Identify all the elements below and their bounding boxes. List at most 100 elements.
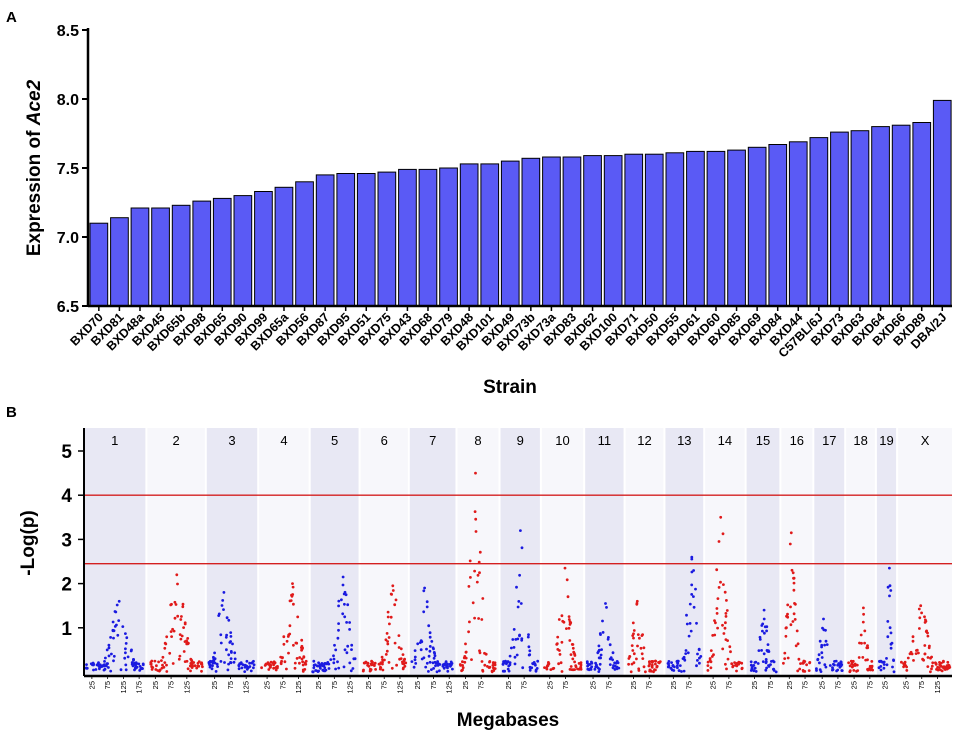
snp-point bbox=[285, 639, 289, 643]
snp-point bbox=[769, 663, 772, 666]
snp-point bbox=[833, 660, 836, 663]
snp-point bbox=[725, 599, 728, 602]
snp-point bbox=[219, 660, 223, 663]
snp-point bbox=[783, 657, 787, 660]
snp-point bbox=[565, 578, 569, 582]
snp-point bbox=[945, 667, 949, 671]
snp-point bbox=[754, 660, 758, 664]
snp-point bbox=[721, 623, 724, 627]
snp-point bbox=[149, 661, 153, 664]
snp-point bbox=[312, 666, 316, 670]
snp-point bbox=[117, 619, 121, 622]
bar bbox=[747, 146, 767, 307]
bar bbox=[89, 222, 109, 307]
bar bbox=[295, 181, 314, 307]
snp-point bbox=[431, 646, 435, 650]
mb-tick-label: 75 bbox=[604, 681, 613, 689]
mb-tick-label: 25 bbox=[413, 681, 422, 689]
snp-point bbox=[929, 656, 932, 660]
mb-tick-label: 125 bbox=[346, 681, 355, 694]
chromosome-label: 6 bbox=[381, 433, 388, 448]
snp-point bbox=[343, 590, 347, 594]
snp-point bbox=[345, 651, 349, 655]
snp-point bbox=[134, 663, 137, 667]
snp-point bbox=[178, 633, 182, 636]
snp-point bbox=[200, 669, 203, 673]
snp-point bbox=[386, 640, 389, 643]
snp-point bbox=[378, 667, 382, 671]
snp-point bbox=[870, 664, 874, 668]
snp-point bbox=[168, 651, 172, 655]
snp-point bbox=[586, 664, 589, 668]
bar bbox=[377, 171, 397, 307]
snp-point bbox=[594, 663, 598, 667]
snp-point bbox=[641, 633, 644, 636]
snp-point bbox=[102, 668, 106, 672]
snp-point bbox=[921, 657, 924, 661]
snp-point bbox=[117, 599, 121, 603]
snp-point bbox=[105, 648, 109, 652]
snp-point bbox=[920, 611, 923, 615]
snp-point bbox=[685, 613, 688, 617]
snp-point bbox=[504, 659, 507, 663]
snp-point bbox=[817, 653, 821, 657]
snp-point bbox=[796, 642, 800, 646]
snp-point bbox=[315, 664, 319, 668]
snp-point bbox=[291, 582, 294, 585]
snp-point bbox=[107, 643, 111, 647]
snp-point bbox=[631, 621, 635, 625]
snp-point bbox=[329, 658, 333, 661]
snp-point bbox=[282, 635, 286, 639]
snp-point bbox=[337, 599, 341, 603]
snp-point bbox=[847, 661, 850, 665]
snp-point bbox=[560, 640, 564, 644]
mb-tick-label: 25 bbox=[629, 681, 638, 689]
chromosome-band bbox=[665, 428, 704, 676]
snp-point bbox=[163, 646, 167, 650]
snp-point bbox=[879, 659, 883, 663]
snp-point bbox=[178, 654, 182, 658]
y-tick-label: 2 bbox=[61, 575, 72, 596]
snp-point bbox=[648, 669, 652, 673]
chromosome-band bbox=[541, 428, 584, 676]
snp-point bbox=[917, 651, 920, 655]
snp-point bbox=[289, 599, 293, 602]
snp-point bbox=[725, 609, 729, 612]
snp-point bbox=[389, 615, 393, 619]
snp-point bbox=[300, 638, 304, 642]
snp-point bbox=[888, 594, 891, 598]
snp-point bbox=[219, 641, 223, 645]
snp-point bbox=[597, 670, 601, 673]
bar bbox=[500, 160, 520, 307]
snp-point bbox=[850, 665, 854, 669]
snp-point bbox=[767, 665, 771, 668]
snp-point bbox=[107, 646, 111, 650]
snp-point bbox=[388, 622, 391, 626]
snp-point bbox=[789, 605, 792, 609]
snp-point bbox=[870, 660, 874, 663]
snp-point bbox=[552, 666, 556, 670]
snp-point bbox=[361, 669, 365, 673]
snp-point bbox=[176, 614, 180, 618]
bar bbox=[542, 156, 561, 307]
snp-point bbox=[676, 666, 679, 670]
bar bbox=[871, 126, 890, 307]
snp-point bbox=[709, 666, 713, 670]
snp-point bbox=[608, 663, 612, 666]
snp-point bbox=[724, 615, 728, 618]
snp-point bbox=[815, 669, 818, 672]
snp-point bbox=[573, 660, 576, 664]
snp-point bbox=[116, 633, 120, 637]
snp-point bbox=[792, 612, 796, 616]
bar bbox=[706, 150, 726, 307]
snp-point bbox=[451, 667, 454, 671]
snp-point bbox=[244, 663, 247, 667]
snp-point bbox=[571, 643, 575, 646]
snp-point bbox=[795, 629, 799, 633]
snp-point bbox=[862, 606, 865, 610]
snp-point bbox=[477, 560, 481, 564]
snp-point bbox=[348, 628, 351, 631]
snp-point bbox=[170, 635, 174, 638]
snp-point bbox=[160, 666, 164, 670]
snp-point bbox=[442, 666, 446, 670]
